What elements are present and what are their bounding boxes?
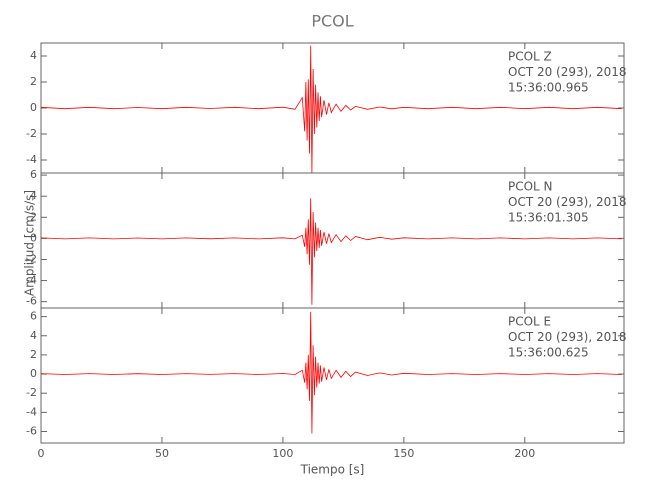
- y-tick-label: 2: [30, 210, 37, 223]
- annotation: 15:36:01.305: [508, 211, 589, 225]
- y-axis-label: Amplitud [cm/s/s]: [23, 190, 37, 296]
- waveform: [40, 198, 622, 305]
- y-tick-label: 4: [30, 49, 37, 62]
- y-tick-label: 0: [30, 231, 37, 244]
- y-tick-label: -4: [26, 153, 37, 166]
- y-tick-label: 0: [30, 101, 37, 114]
- y-tick-label: -6: [26, 425, 37, 438]
- y-tick-label: -6: [26, 295, 37, 308]
- annotation: PCOL E: [508, 315, 551, 329]
- x-tick-label: 50: [155, 447, 169, 460]
- waveform: [40, 45, 622, 174]
- waveform: [40, 311, 622, 434]
- x-tick-label: 200: [514, 447, 535, 460]
- x-tick-label: 150: [393, 447, 414, 460]
- y-tick-label: 4: [30, 329, 37, 342]
- annotation: OCT 20 (293), 2018: [508, 65, 627, 79]
- y-tick-label: -4: [26, 274, 37, 287]
- y-tick-label: 2: [30, 75, 37, 88]
- y-tick-label: 6: [30, 310, 37, 323]
- annotation: OCT 20 (293), 2018: [508, 330, 627, 344]
- annotation: PCOL Z: [508, 50, 552, 64]
- y-tick-label: -2: [26, 252, 37, 265]
- x-tick-label: 100: [272, 447, 293, 460]
- x-axis-label: Tiempo [s]: [300, 463, 365, 477]
- y-tick-label: 6: [30, 168, 37, 181]
- panel-frame: [40, 307, 625, 444]
- annotation: PCOL N: [508, 180, 553, 194]
- chart-title: PCOL: [311, 12, 353, 31]
- y-tick-label: 2: [30, 348, 37, 361]
- y-tick-label: -4: [26, 405, 37, 418]
- annotation: OCT 20 (293), 2018: [508, 195, 627, 209]
- y-tick-label: -2: [26, 127, 37, 140]
- y-tick-label: -2: [26, 386, 37, 399]
- y-tick-label: 0: [30, 367, 37, 380]
- y-tick-label: 4: [30, 189, 37, 202]
- x-tick-label: 0: [38, 447, 45, 460]
- annotation: 15:36:00.965: [508, 81, 589, 95]
- annotation: 15:36:00.625: [508, 346, 589, 360]
